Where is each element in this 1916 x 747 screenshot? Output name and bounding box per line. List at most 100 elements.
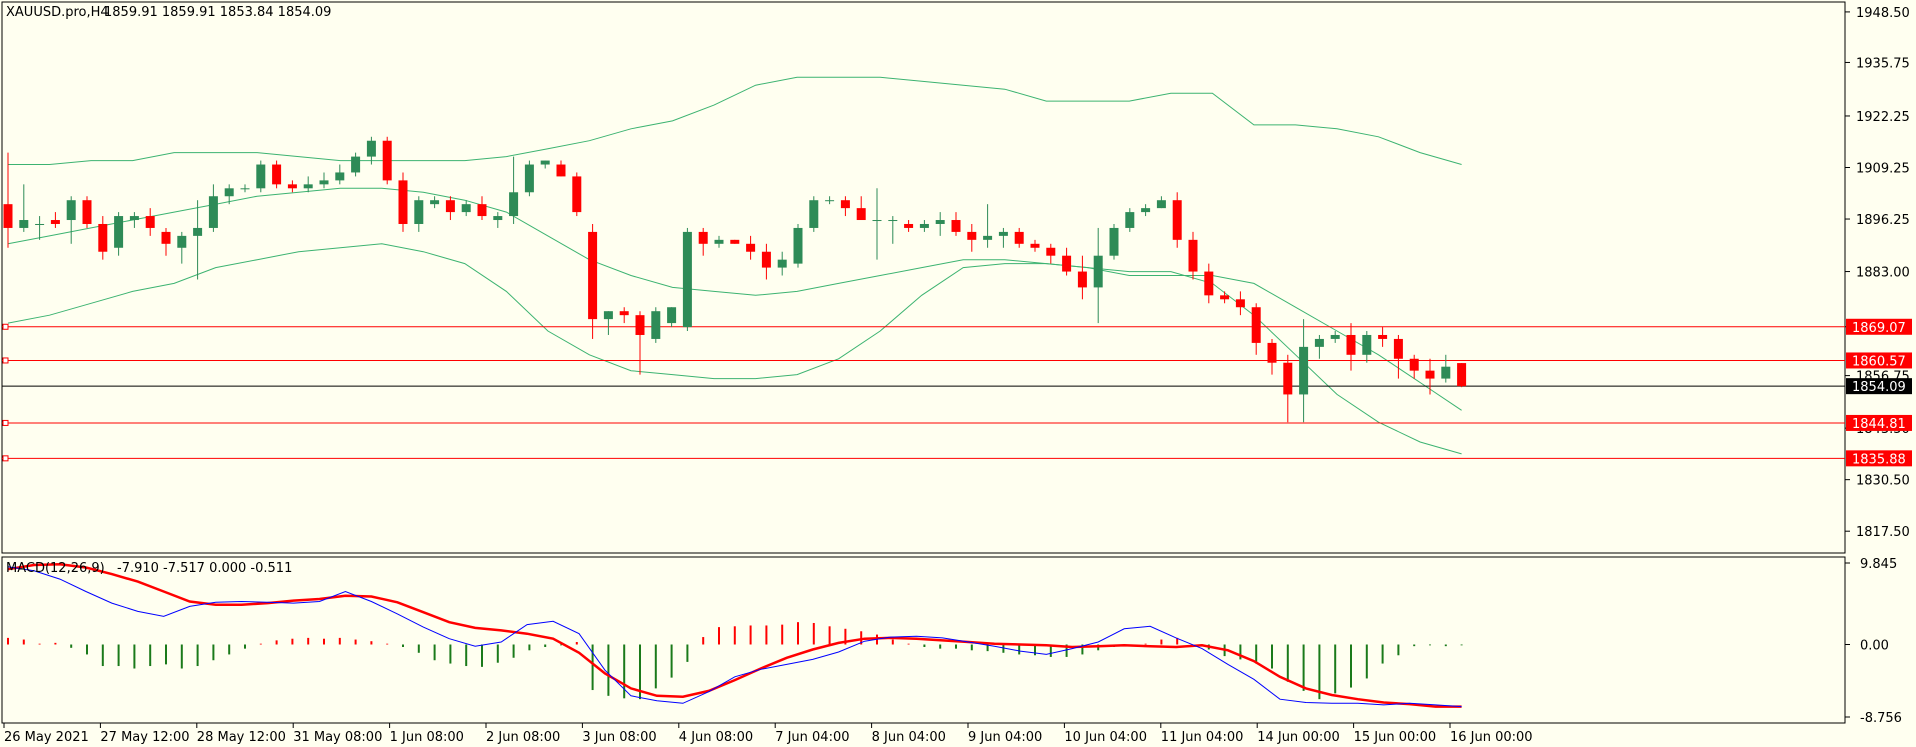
candle-body	[161, 231, 171, 244]
macd-tick-label: -8.756	[1860, 711, 1902, 726]
candle-body	[319, 180, 329, 185]
level-badge	[1846, 318, 1912, 335]
candle-body	[1141, 208, 1151, 213]
candle-body	[303, 184, 313, 189]
candle-body	[414, 200, 424, 224]
candle-body	[35, 223, 45, 225]
macd-pane[interactable]	[1, 556, 1846, 724]
time-tick-label: 7 Jun 04:00	[775, 730, 849, 745]
time-tick-label: 10 Jun 04:00	[1064, 730, 1147, 745]
time-tick-label: 1 Jun 08:00	[390, 730, 464, 745]
candle-body	[177, 235, 187, 248]
candle-body	[761, 251, 771, 268]
candle-body	[240, 188, 250, 190]
candle-body	[145, 216, 155, 228]
bollinger-lower-line	[7, 243, 1462, 455]
candle-body	[1346, 334, 1356, 355]
price-tick-label: 1909.25	[1856, 161, 1910, 176]
candle-body	[366, 140, 376, 157]
time-tick-label: 3 Jun 08:00	[582, 730, 656, 745]
level-badge-label: 1869.07	[1852, 321, 1906, 336]
candle-body	[825, 200, 835, 202]
candle-body	[556, 164, 566, 177]
candlesticks	[3, 136, 1467, 423]
candle-body	[256, 164, 266, 189]
candle-body	[129, 216, 139, 221]
price-levels	[2, 323, 1845, 462]
level-anchor[interactable]	[2, 455, 9, 462]
candle-body	[1014, 231, 1024, 244]
candle-body	[1267, 342, 1277, 363]
candle-body	[1156, 200, 1166, 209]
level-badge-label: 1844.81	[1852, 417, 1906, 432]
candle-body	[50, 220, 60, 224]
candle-body	[524, 164, 534, 193]
candle-body	[1030, 243, 1040, 248]
candle-body	[82, 200, 92, 224]
candle-body	[856, 208, 866, 221]
candle-body	[1188, 239, 1198, 272]
candle-body	[509, 192, 519, 217]
macd-tick-label: 9.845	[1860, 557, 1897, 572]
price-pane[interactable]	[1, 1, 1846, 554]
level-badge	[1846, 352, 1912, 369]
candle-body	[983, 235, 993, 240]
candle-body	[777, 259, 787, 268]
candle-body	[809, 200, 819, 228]
candle-body	[998, 231, 1008, 236]
candle-body	[1441, 366, 1451, 379]
candle-body	[398, 180, 408, 224]
candle-body	[1204, 271, 1214, 296]
candle-body	[635, 315, 645, 335]
candle-body	[1393, 338, 1403, 359]
price-tick-label: 1817.50	[1856, 525, 1910, 540]
candle-body	[382, 140, 392, 181]
candle-body	[1062, 255, 1072, 272]
candle-body	[193, 227, 203, 236]
candle-body	[651, 311, 661, 339]
candle-body	[1362, 334, 1372, 355]
price-tick-label: 1948.50	[1856, 6, 1910, 21]
candle-body	[493, 216, 503, 221]
candle-body	[1457, 363, 1467, 387]
price-level-badges: 1869.07 1860.57 1854.09 1844.81 1835.88	[1846, 318, 1912, 467]
macd-label: MACD(12,26,9)	[6, 561, 105, 576]
candle-body	[351, 156, 361, 173]
candle-body	[919, 223, 929, 228]
time-tick-label: 14 Jun 00:00	[1257, 730, 1340, 745]
level-badge	[1846, 450, 1912, 467]
candle-body	[967, 231, 977, 240]
symbol-label: XAUUSD.pro,H4	[6, 5, 109, 20]
macd-indicator	[7, 562, 1463, 708]
macd-signal-line	[7, 562, 1462, 708]
candle-body	[1093, 255, 1103, 288]
candle-body	[3, 204, 13, 228]
macd-values: -7.910 -7.517 0.000 -0.511	[117, 561, 292, 576]
level-anchor[interactable]	[2, 419, 9, 426]
candle-body	[335, 172, 345, 181]
time-tick-label: 16 Jun 00:00	[1450, 730, 1533, 745]
candle-body	[1109, 227, 1119, 256]
level-anchor[interactable]	[2, 323, 9, 330]
time-tick-label: 4 Jun 08:00	[679, 730, 753, 745]
candle-body	[1425, 370, 1435, 379]
macd-main-line	[7, 566, 1462, 708]
candle-body	[430, 200, 440, 205]
price-tick-label: 1883.00	[1856, 266, 1910, 281]
candle-body	[951, 220, 961, 232]
candle-body	[477, 204, 487, 217]
candle-body	[935, 220, 945, 224]
candle-body	[1283, 362, 1293, 395]
candle-body	[619, 311, 629, 316]
level-badge-label: 1860.57	[1852, 354, 1906, 369]
level-anchor[interactable]	[2, 357, 9, 364]
candle-body	[730, 239, 740, 244]
time-tick-label: 26 May 2021	[4, 730, 89, 745]
candle-body	[1314, 338, 1324, 347]
bollinger-bands	[7, 76, 1462, 455]
time-tick-label: 31 May 08:00	[293, 730, 382, 745]
price-tick-label: 1830.50	[1856, 474, 1910, 489]
candle-body	[698, 231, 708, 244]
